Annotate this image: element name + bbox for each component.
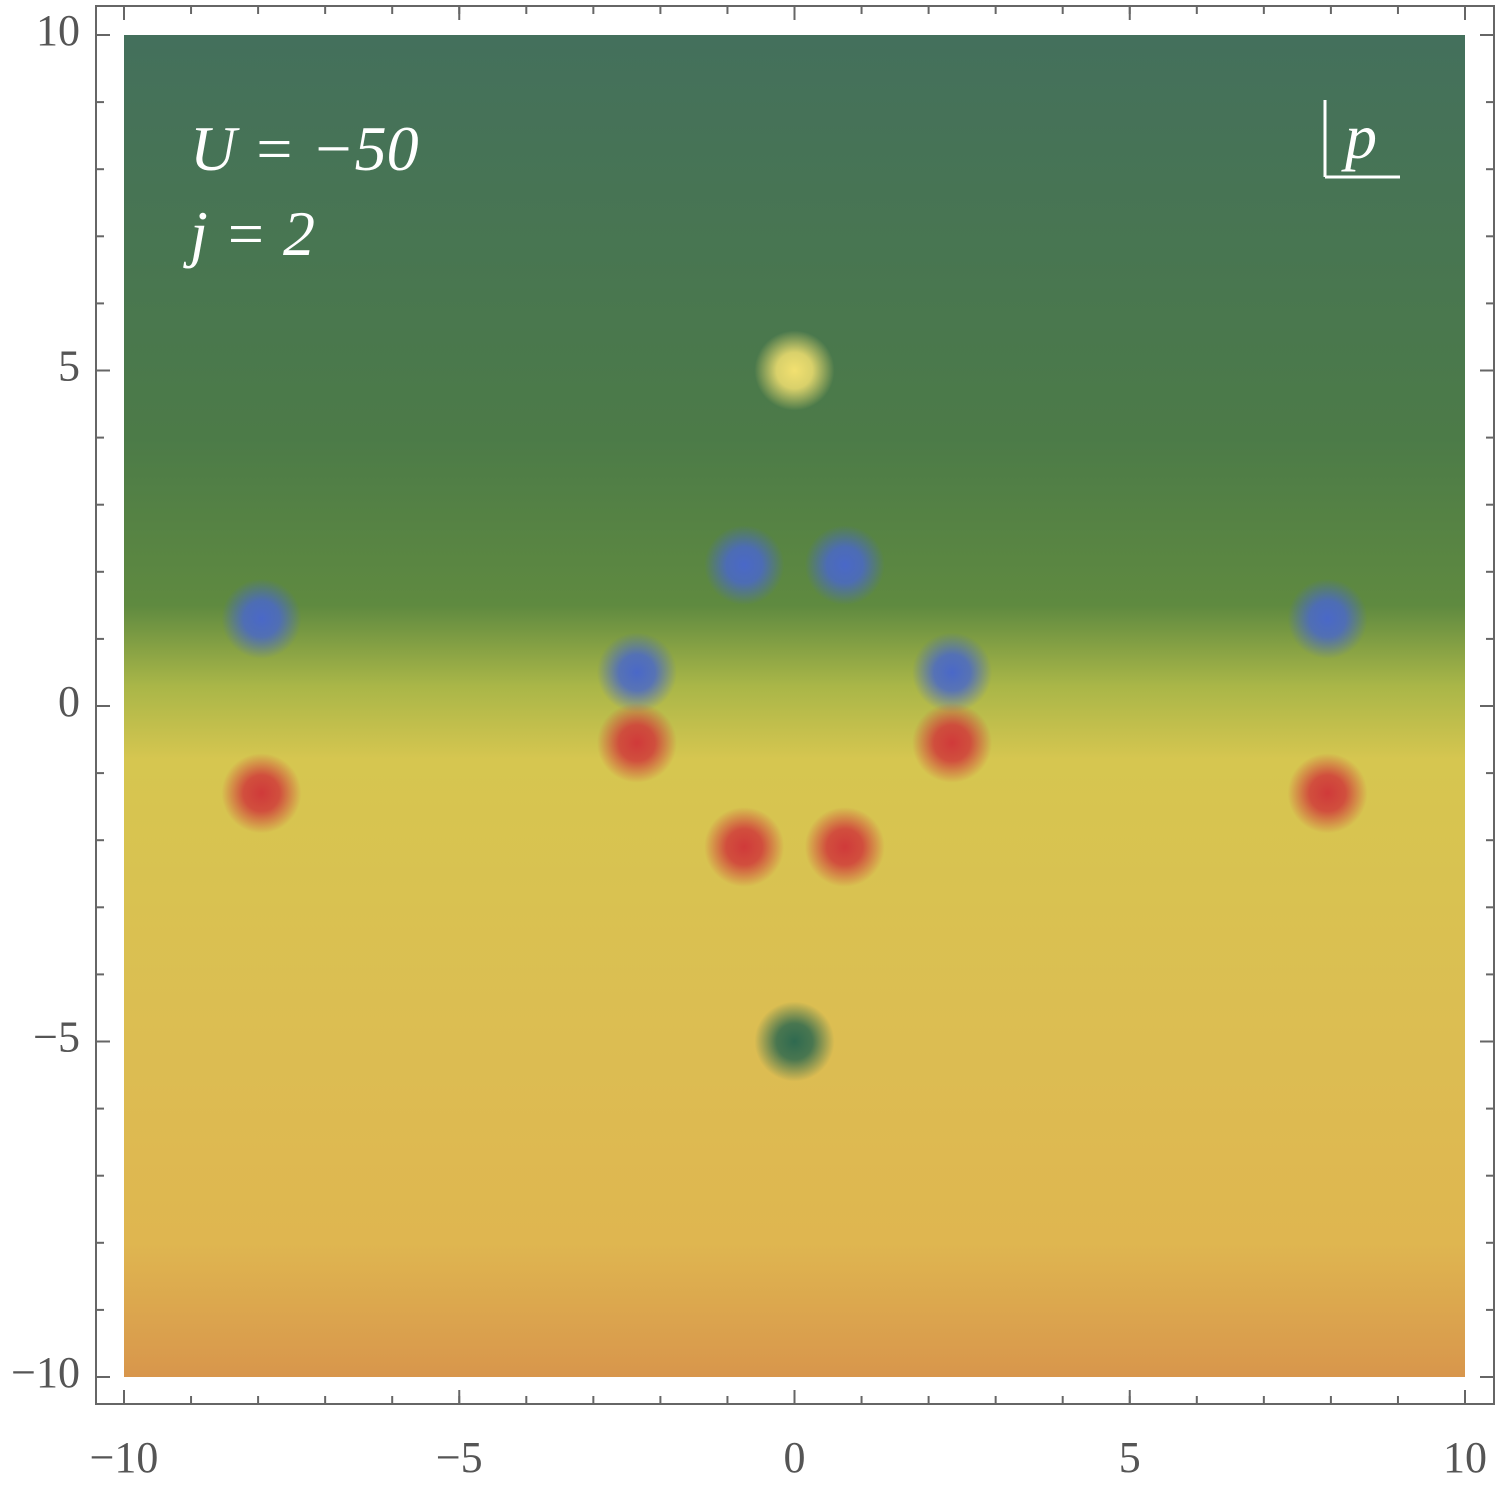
x-tick-label: 5 <box>1119 1433 1141 1482</box>
annotation: j = 2 <box>183 198 315 269</box>
field-point <box>221 578 302 659</box>
field-point <box>221 753 302 834</box>
x-tick-label: −5 <box>436 1433 483 1482</box>
field-point <box>1287 753 1368 834</box>
x-tick-label: −10 <box>90 1433 159 1482</box>
field-point <box>596 632 677 713</box>
y-tick-label: −10 <box>11 1348 80 1397</box>
field-point <box>912 632 993 713</box>
field-point <box>804 525 885 606</box>
field-point <box>804 806 885 887</box>
field-point <box>754 330 835 411</box>
field-point <box>596 702 677 783</box>
field-point <box>912 702 993 783</box>
field-point <box>1287 578 1368 659</box>
density-image <box>124 35 1465 1377</box>
field-point <box>754 1001 835 1082</box>
y-tick-label: 10 <box>36 6 80 55</box>
corner-label: p <box>1341 101 1377 172</box>
x-tick-label: 10 <box>1443 1433 1487 1482</box>
x-tick-label: 0 <box>784 1433 806 1482</box>
markers <box>221 330 1368 1082</box>
y-tick-label: 5 <box>58 342 80 391</box>
y-tick-label: −5 <box>33 1013 80 1062</box>
annotation: U = −50 <box>190 113 419 184</box>
y-tick-label: 0 <box>58 677 80 726</box>
field-point <box>704 806 785 887</box>
field-point <box>704 525 785 606</box>
